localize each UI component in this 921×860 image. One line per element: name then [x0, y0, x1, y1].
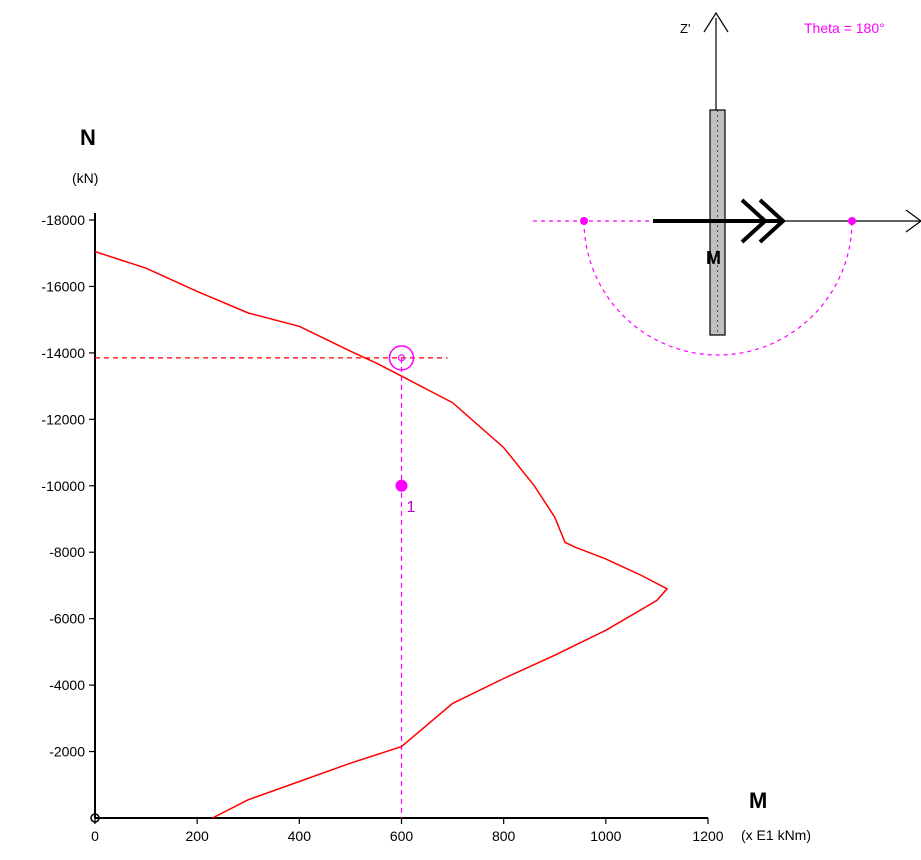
points-group: 1 — [388, 345, 416, 516]
design-point-label: 1 — [407, 499, 416, 516]
z-axis-arrowhead — [703, 11, 729, 33]
interaction-curve — [94, 250, 669, 819]
x-tick-label: 1200 — [692, 828, 723, 844]
arc-left-point — [580, 217, 588, 225]
design-point — [395, 479, 408, 492]
y-axis-inset-arrowhead — [905, 209, 921, 233]
moment-label: M — [706, 248, 721, 268]
y-tick-label: -10000 — [41, 478, 85, 494]
ticks-group: 0 200 400 600 800 1000 1200 -2000 -4000 -6000 -800… — [41, 212, 723, 844]
y-tick-label: -8000 — [49, 544, 85, 560]
y-axis-title: N — [80, 125, 96, 150]
y-tick-label: -18000 — [41, 212, 85, 228]
x-tick-label: 800 — [492, 828, 516, 844]
x-axis-title: M — [749, 788, 767, 813]
y-tick-label: -16000 — [41, 278, 85, 294]
moment-arrow-head-2 — [758, 198, 786, 244]
moment-arrow-head-1 — [740, 198, 768, 244]
x-tick-label: 200 — [185, 828, 209, 844]
y-axis-unit: (kN) — [72, 170, 98, 186]
theta-label: Theta = 180° — [804, 20, 885, 36]
x-tick-label: 0 — [91, 828, 99, 844]
y-tick-label: -2000 — [49, 744, 85, 760]
y-tick-label: -4000 — [49, 677, 85, 693]
capacity-point-dot — [397, 354, 406, 362]
x-tick-label: 1000 — [590, 828, 621, 844]
section-inset: Z' Theta = 180° M — [533, 11, 921, 356]
failure-arc — [583, 220, 853, 356]
z-axis-label: Z' — [680, 21, 690, 36]
reference-lines — [95, 357, 448, 818]
y-tick-label: -14000 — [41, 345, 85, 361]
x-tick-label: 600 — [390, 828, 414, 844]
x-tick-label: 400 — [288, 828, 312, 844]
y-tick-label: -12000 — [41, 411, 85, 427]
interaction-curve-group — [94, 250, 669, 819]
arc-right-point — [848, 217, 856, 225]
capacity-point-ring — [388, 345, 415, 371]
x-axis-unit: (x E1 kNm) — [741, 827, 811, 843]
y-tick-label: -6000 — [49, 611, 85, 627]
